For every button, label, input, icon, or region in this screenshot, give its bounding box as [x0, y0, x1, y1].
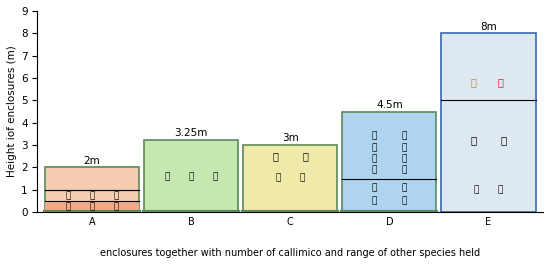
Text: 🐒: 🐒 [402, 132, 407, 141]
Text: 🐒: 🐒 [402, 183, 407, 192]
Text: 🐒: 🐒 [372, 154, 377, 163]
Text: 🐒: 🐒 [212, 172, 218, 181]
Bar [342, 111, 437, 212]
Text: 🐒: 🐒 [498, 185, 503, 194]
Text: 🐒: 🐒 [189, 172, 194, 181]
Text: 🐘: 🐘 [302, 151, 308, 161]
Text: 8m: 8m [480, 22, 497, 31]
Text: 🐘: 🐘 [471, 136, 477, 146]
Text: 🐒: 🐒 [372, 143, 377, 152]
Bar [45, 168, 139, 212]
Bar [442, 33, 536, 212]
Text: 🐒: 🐒 [372, 183, 377, 192]
Bar [243, 145, 337, 212]
Bar [144, 139, 238, 212]
Text: 🐒: 🐒 [89, 192, 95, 201]
Text: 🐒: 🐒 [474, 185, 479, 194]
Text: 3.25m: 3.25m [174, 128, 208, 138]
Text: 🐒: 🐒 [65, 202, 71, 211]
Text: 🐒: 🐒 [402, 165, 407, 174]
Text: 🐒: 🐒 [402, 197, 407, 206]
Text: 🐒: 🐒 [65, 192, 71, 201]
Bar [45, 201, 139, 212]
Text: 🐒: 🐒 [498, 77, 503, 88]
Text: 4.5m: 4.5m [376, 100, 403, 110]
Text: 🐒: 🐒 [299, 173, 305, 182]
Text: 🐒: 🐒 [471, 77, 477, 88]
Text: 🐒: 🐒 [113, 192, 118, 201]
Text: 🐒: 🐒 [402, 143, 407, 152]
Text: 3m: 3m [282, 133, 299, 143]
Text: 🐒: 🐒 [372, 197, 377, 206]
Y-axis label: Height iof enclosures (m): Height iof enclosures (m) [7, 46, 17, 177]
Text: 2m: 2m [84, 156, 100, 166]
Text: 🐒: 🐒 [276, 173, 281, 182]
Text: 🐒: 🐒 [402, 154, 407, 163]
X-axis label: enclosures together with number of callimico and range of other species held: enclosures together with number of calli… [100, 248, 480, 258]
Text: 🐘: 🐘 [272, 151, 278, 161]
Text: 🐒: 🐒 [372, 132, 377, 141]
Text: 🐘: 🐘 [500, 136, 507, 146]
Text: 🐒: 🐒 [113, 202, 118, 211]
Text: 🐒: 🐒 [89, 202, 95, 211]
Text: 🐒: 🐒 [372, 165, 377, 174]
Text: 🐒: 🐒 [164, 172, 170, 181]
